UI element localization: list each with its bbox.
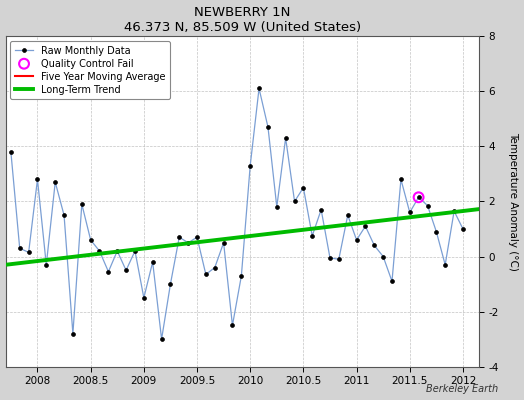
Raw Monthly Data [265,125,271,130]
Line: Raw Monthly Data: Raw Monthly Data [9,86,465,341]
Quality Control Fail [414,194,423,200]
Raw Monthly Data [318,207,324,212]
Title: NEWBERRY 1N
46.373 N, 85.509 W (United States): NEWBERRY 1N 46.373 N, 85.509 W (United S… [124,6,361,34]
Raw Monthly Data [256,86,262,91]
Raw Monthly Data [460,226,466,231]
Raw Monthly Data [158,337,165,342]
Legend: Raw Monthly Data, Quality Control Fail, Five Year Moving Average, Long-Term Tren: Raw Monthly Data, Quality Control Fail, … [10,41,170,100]
Raw Monthly Data [43,262,49,267]
Raw Monthly Data [300,185,307,190]
Text: Berkeley Earth: Berkeley Earth [425,384,498,394]
Raw Monthly Data [176,235,182,240]
Raw Monthly Data [8,150,14,154]
Y-axis label: Temperature Anomaly (°C): Temperature Anomaly (°C) [508,132,518,271]
Raw Monthly Data [230,323,236,328]
